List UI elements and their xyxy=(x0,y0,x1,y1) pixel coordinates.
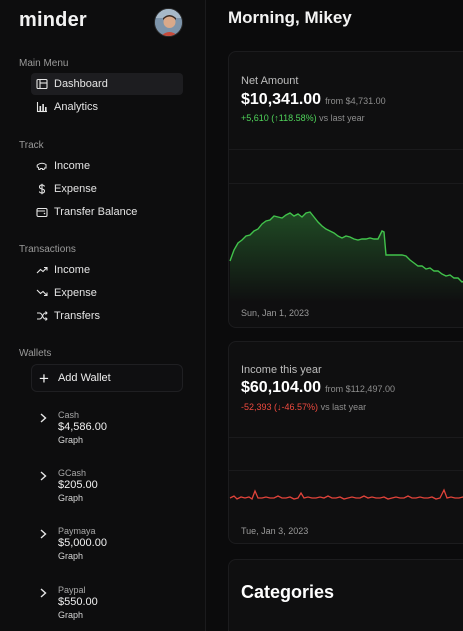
nav-item-track-income[interactable]: Income xyxy=(31,155,183,177)
section-label-main-menu: Main Menu xyxy=(19,58,69,69)
wallet-graph-link[interactable]: Graph xyxy=(58,435,84,445)
app-logo[interactable]: minder xyxy=(19,9,87,31)
chevron-right-icon[interactable] xyxy=(37,528,49,540)
wallet-graph-link[interactable]: Graph xyxy=(58,551,84,561)
gridline xyxy=(229,470,463,471)
nav-label: Dashboard xyxy=(54,78,108,90)
card-change: -52,393 (↓-46.57%) vs last year xyxy=(241,402,366,412)
gridline xyxy=(229,149,463,150)
wallet-amount: $550.00 xyxy=(58,596,98,608)
card-change: +5,610 (↑118.58%) vs last year xyxy=(241,113,365,123)
chevron-right-icon[interactable] xyxy=(37,587,49,599)
add-wallet-label: Add Wallet xyxy=(57,372,111,384)
gridline xyxy=(229,437,463,438)
nav-item-transfer-balance[interactable]: Transfer Balance xyxy=(31,201,183,223)
categories-title: Categories xyxy=(241,582,335,602)
wallet-icon xyxy=(36,206,48,218)
income-chart-line xyxy=(229,488,463,500)
chart-date-label: Tue, Jan 3, 2023 xyxy=(241,526,309,536)
net-amount-card[interactable]: Net Amount $10,341.00 from $4,731.00 +5,6… xyxy=(228,51,463,328)
wallet-amount: $4,586.00 xyxy=(58,421,107,433)
change-vs: vs last year xyxy=(319,113,365,123)
trend-up-icon xyxy=(36,264,48,276)
net-chart-line xyxy=(229,211,463,283)
net-amount-chart[interactable] xyxy=(229,192,463,302)
nav-label: Analytics xyxy=(54,101,99,113)
wallet-item-paypal[interactable]: Paypal $550.00 Graph xyxy=(37,585,177,629)
wallet-graph-link[interactable]: Graph xyxy=(58,610,84,620)
avatar-image xyxy=(155,9,182,36)
nav-label: Expense xyxy=(54,183,97,195)
wallet-item-cash[interactable]: Cash $4,586.00 Graph xyxy=(37,410,177,454)
change-value: -52,393 (↓-46.57%) xyxy=(241,402,319,412)
chevron-right-icon[interactable] xyxy=(37,412,49,424)
nav-label: Transfers xyxy=(54,310,101,322)
avatar[interactable] xyxy=(154,8,183,37)
nav-item-transactions-income[interactable]: Income xyxy=(31,259,183,281)
add-wallet-button[interactable]: + Add Wallet xyxy=(31,364,183,392)
section-label-wallets: Wallets xyxy=(19,348,52,359)
amount-from: from $112,497.00 xyxy=(325,384,395,394)
nav-label: Transfer Balance xyxy=(54,206,138,218)
wallet-name: Paypal xyxy=(58,585,86,595)
nav-item-dashboard[interactable]: Dashboard xyxy=(31,73,183,95)
main-content: Morning, Mikey Net Amount $10,341.00 from… xyxy=(207,0,463,631)
nav-label: Income xyxy=(54,160,91,172)
wallet-graph-link[interactable]: Graph xyxy=(58,493,84,503)
amount-value: $10,341.00 xyxy=(241,91,322,108)
piggy-bank-icon xyxy=(36,160,48,172)
card-title: Income this year xyxy=(241,364,322,376)
trend-down-icon xyxy=(36,287,48,299)
wallet-name: Paymaya xyxy=(58,526,96,536)
nav-item-transactions-expense[interactable]: Expense xyxy=(31,282,183,304)
chart-date-label: Sun, Jan 1, 2023 xyxy=(241,308,310,318)
gridline xyxy=(229,183,463,184)
amount-from: from $4,731.00 xyxy=(325,96,386,106)
income-card[interactable]: Income this year $60,104.00 from $112,497… xyxy=(228,341,463,544)
wallet-item-paymaya[interactable]: Paymaya $5,000.00 Graph xyxy=(37,526,177,570)
nav-item-transfers[interactable]: Transfers xyxy=(31,305,183,327)
wallet-amount: $5,000.00 xyxy=(58,537,107,549)
bar-chart-icon xyxy=(36,101,48,113)
dollar-icon xyxy=(36,183,48,195)
section-label-track: Track xyxy=(19,140,44,151)
plus-icon: + xyxy=(39,368,49,388)
net-chart-area xyxy=(230,212,463,302)
card-title: Net Amount xyxy=(241,75,299,87)
wallet-item-gcash[interactable]: GCash $205.00 Graph xyxy=(37,468,177,512)
page-title: Morning, Mikey xyxy=(228,8,352,27)
change-value: +5,610 (↑118.58%) xyxy=(241,113,317,123)
wallet-name: Cash xyxy=(58,410,80,420)
nav-item-analytics[interactable]: Analytics xyxy=(31,96,183,118)
wallet-amount: $205.00 xyxy=(58,479,98,491)
section-label-transactions: Transactions xyxy=(19,244,76,255)
sidebar: minder Main Menu Dashboard Analytics Tra… xyxy=(0,0,206,631)
income-chart[interactable] xyxy=(229,482,463,512)
shuffle-icon xyxy=(36,310,48,322)
dashboard-icon xyxy=(36,78,48,90)
nav-label: Income xyxy=(54,264,91,276)
card-amount: $60,104.00 from $112,497.00 xyxy=(241,379,395,397)
card-amount: $10,341.00 from $4,731.00 xyxy=(241,91,386,109)
amount-value: $60,104.00 xyxy=(241,379,322,396)
categories-card[interactable]: Categories xyxy=(228,559,463,631)
nav-label: Expense xyxy=(54,287,97,299)
nav-item-track-expense[interactable]: Expense xyxy=(31,178,183,200)
change-vs: vs last year xyxy=(320,402,367,412)
wallet-name: GCash xyxy=(58,468,87,478)
chevron-right-icon[interactable] xyxy=(37,470,49,482)
